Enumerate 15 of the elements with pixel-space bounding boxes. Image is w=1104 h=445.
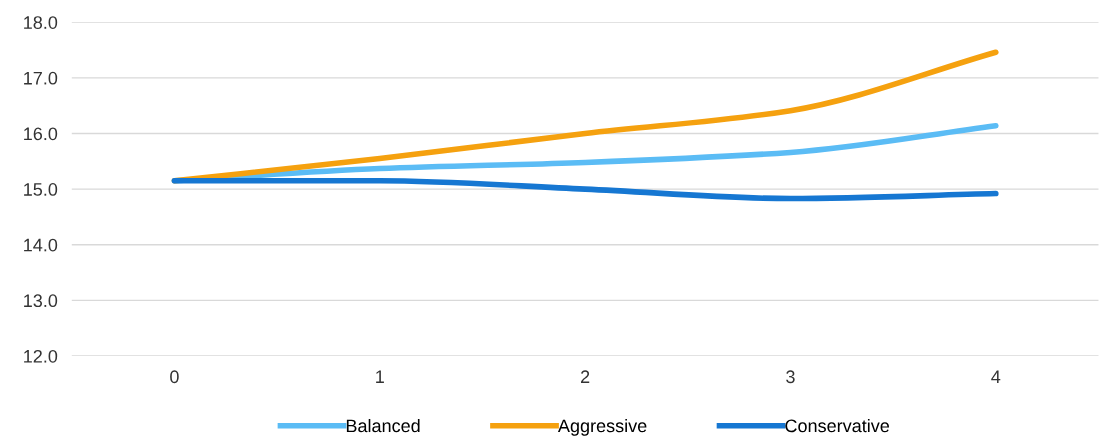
x-tick-label: 0 bbox=[170, 370, 179, 384]
x-tick-label: 1 bbox=[376, 370, 384, 383]
y-tick-label: 18.0 bbox=[24, 16, 58, 29]
y-tick-label: 15.0 bbox=[24, 183, 58, 196]
legend-label: Balanced bbox=[346, 418, 420, 433]
y-tick-label: 17.0 bbox=[24, 71, 58, 85]
y-tick-label: 13.0 bbox=[24, 294, 58, 308]
x-tick-label: 2 bbox=[581, 370, 590, 383]
y-tick-label: 16.0 bbox=[24, 127, 58, 141]
legend-label: Conservative bbox=[785, 418, 890, 433]
legend-label: Aggressive bbox=[557, 418, 647, 436]
y-tick-label: 14.0 bbox=[24, 238, 58, 252]
x-tick-label: 4 bbox=[991, 370, 1001, 383]
x-tick-label: 3 bbox=[786, 370, 795, 384]
y-tick-label: 12.0 bbox=[24, 349, 58, 363]
